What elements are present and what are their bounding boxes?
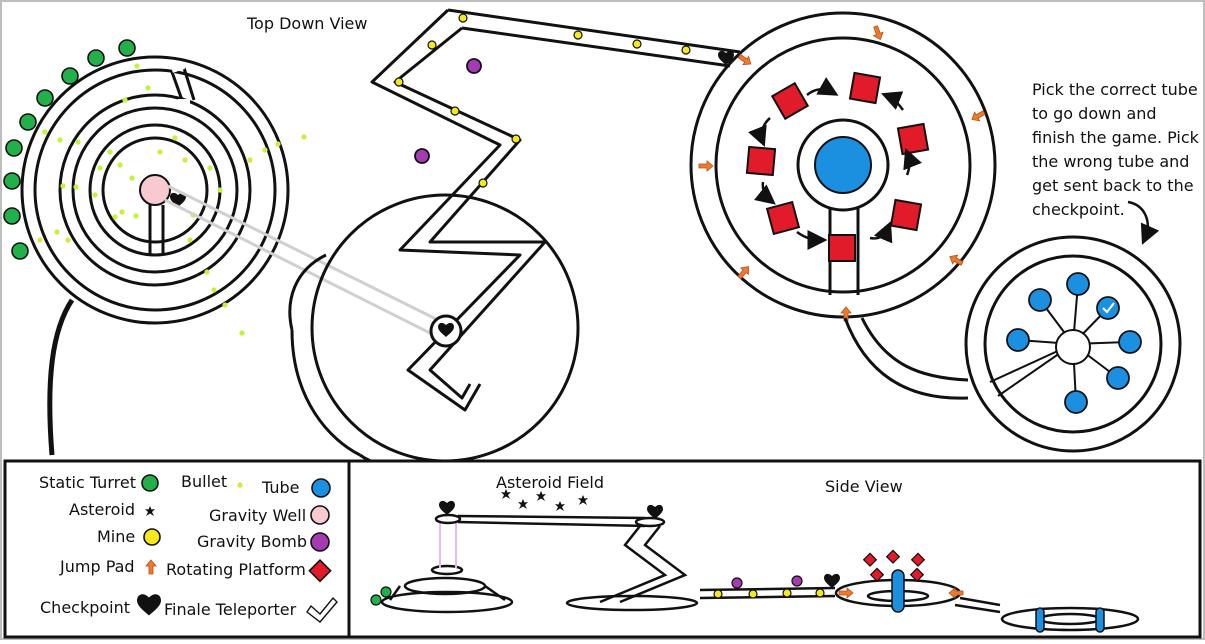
legend-checkpoint-icon (137, 594, 161, 616)
instruction-note: Pick the correct tube to go down and fin… (1032, 80, 1199, 219)
side-view-items (370, 489, 964, 606)
legend-finale-teleporter-label: Finale Teleporter (164, 600, 297, 619)
rotating-platforms (745, 71, 930, 262)
note-arrow (1127, 200, 1160, 245)
legend-mine-label: Mine (97, 527, 136, 546)
legend-asteroid-label: Asteroid (69, 500, 136, 519)
legend-turret-icon (141, 474, 159, 492)
rotation-arrows (748, 77, 922, 250)
finale-hub (1055, 329, 1091, 365)
zigzag-path (370, 8, 741, 412)
finale-wheel (964, 235, 1182, 453)
side-view-tubes (891, 569, 1105, 633)
legend-gravity-bomb-icon (310, 532, 330, 552)
finale-connector (843, 317, 969, 400)
legend-tube-label: Tube (262, 478, 300, 497)
side-view-platforms (862, 549, 926, 582)
left-circular-maze (20, 55, 290, 325)
legend-mine-icon (143, 528, 161, 546)
gravity-bomb-1 (466, 58, 482, 74)
finale-tubes (1006, 272, 1142, 414)
arena-tube (814, 136, 872, 194)
legend-static-turret-label: Static Turret (39, 473, 136, 492)
legend-rotating-platform-label: Rotating Platform (166, 560, 306, 579)
rotating-arena (689, 11, 997, 319)
legend-tube-icon (311, 478, 331, 498)
gravity-well-maze (139, 174, 171, 206)
legend-bullet-icon (237, 482, 243, 488)
side-view-drawing (380, 513, 1140, 632)
page-title: Top Down View (247, 14, 368, 33)
legend-checkpoint-label: Checkpoint (40, 598, 131, 617)
legend-gravity-well-icon (310, 505, 330, 525)
legend-icons (137, 474, 338, 623)
gravity-bomb-2 (414, 148, 430, 164)
finale-check-icon (1102, 302, 1115, 314)
legend-finale-teleporter-icon (306, 596, 338, 623)
legend-gravity-bomb-label: Gravity Bomb (197, 532, 308, 551)
asteroid-field-label: Asteroid Field (496, 473, 605, 492)
gravity-beams (164, 184, 443, 338)
legend-panel (3, 459, 351, 639)
legend-gravity-well-label: Gravity Well (209, 506, 307, 525)
legend-rotating-platform-icon (308, 558, 332, 583)
legend-jump-pad-label: Jump Pad (60, 557, 135, 576)
legend-bullet-label: Bullet (181, 472, 228, 491)
left-hose (47, 298, 75, 456)
side-view-title: Side View (825, 477, 903, 496)
